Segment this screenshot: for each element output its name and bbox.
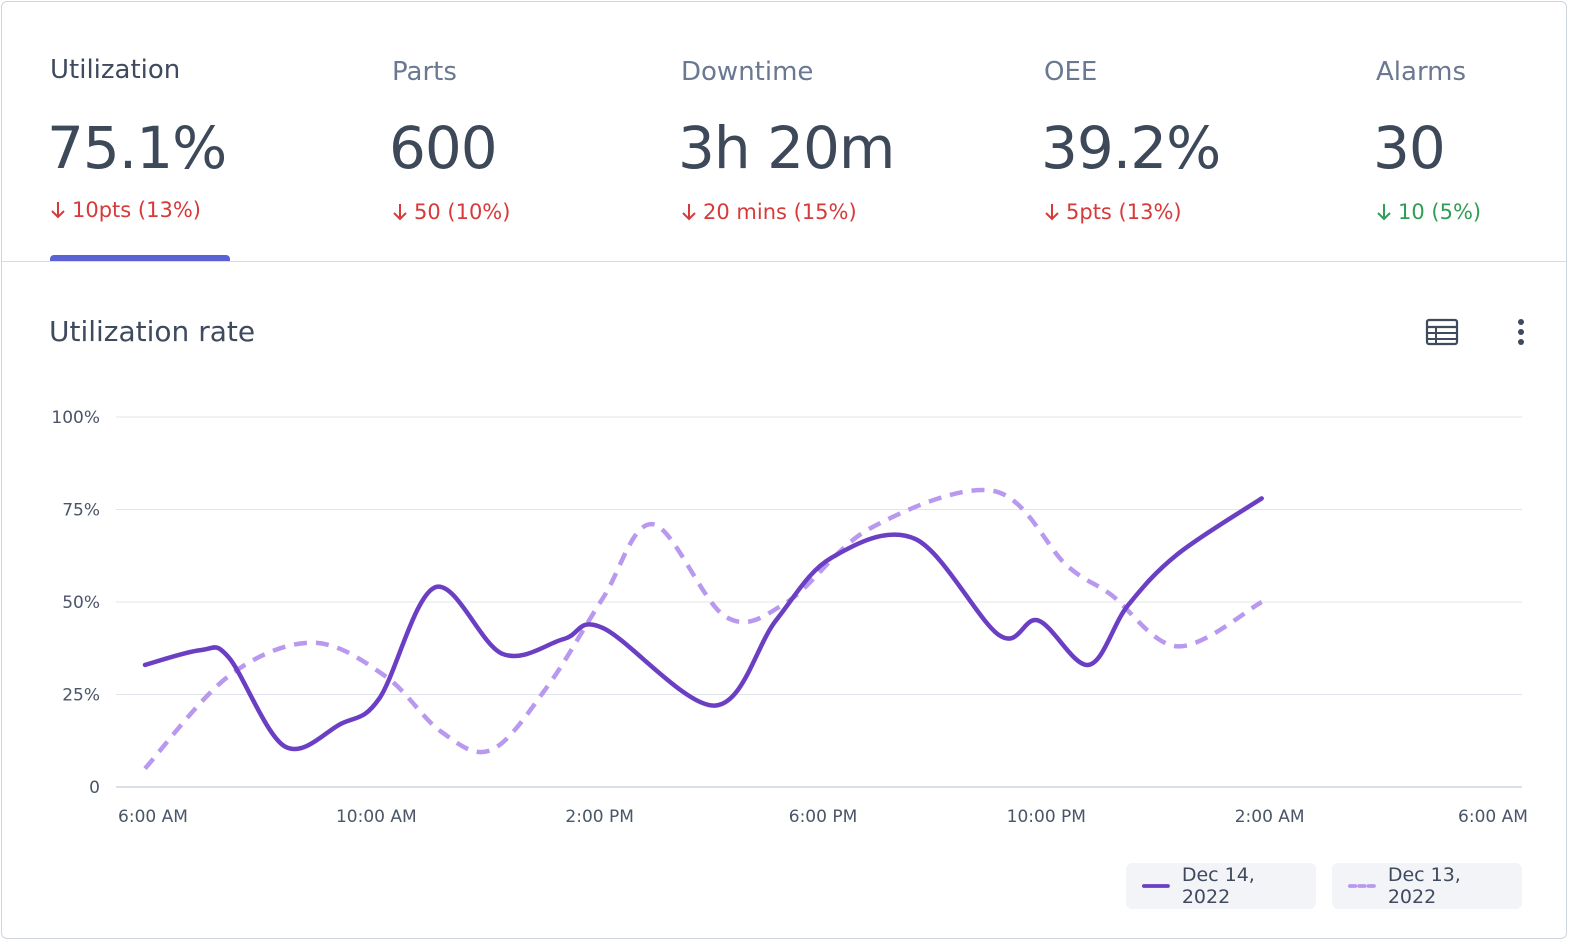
- kpi-delta: 50 (10%): [392, 200, 510, 224]
- x-tick-label: 6:00 AM: [1458, 807, 1528, 827]
- kpi-value: 75.1%: [47, 114, 227, 182]
- series-line-dec-14: [142, 496, 1264, 752]
- x-tick-label: 6:00 AM: [118, 807, 188, 827]
- kpi-value: 39.2%: [1041, 114, 1221, 182]
- kpi-delta-text: 50 (10%): [414, 200, 511, 224]
- y-tick-label: 25%: [62, 686, 100, 706]
- more-options-button[interactable]: [1501, 312, 1541, 352]
- kpi-label: OEE: [1044, 57, 1098, 87]
- chart-title: Utilization rate: [49, 315, 256, 348]
- arrow-down-icon: [682, 204, 696, 221]
- table-icon: [1425, 318, 1459, 346]
- kpi-value: 30: [1373, 114, 1446, 182]
- legend-label: Dec 13, 2022: [1387, 864, 1461, 908]
- more-vertical-icon: [1518, 319, 1524, 345]
- series-line-dec-13: [143, 487, 1263, 771]
- x-tick-label: 10:00 PM: [1007, 807, 1086, 827]
- kpi-tab-utilization[interactable]: Utilization 75.1% 10pts (13%): [47, 2, 250, 261]
- legend-solid-line-swatch: [1142, 884, 1170, 888]
- kpi-delta: 5pts (13%): [1044, 200, 1182, 224]
- kpi-tabs: Utilization 75.1% 10pts (13%) Parts 600 …: [2, 2, 1566, 262]
- arrow-down-icon: [393, 204, 407, 221]
- kpi-delta-text: 20 mins (15%): [703, 200, 857, 224]
- kpi-tab-downtime[interactable]: Downtime 3h 20m 20 mins (15%): [678, 2, 941, 261]
- arrow-down-icon: [1045, 204, 1059, 221]
- active-tab-indicator: [50, 255, 230, 261]
- kpi-delta: 10pts (13%): [50, 198, 201, 222]
- utilization-card: Utilization 75.1% 10pts (13%) Parts 600 …: [1, 1, 1567, 939]
- kpi-label: Parts: [392, 57, 457, 87]
- y-tick-label: 75%: [62, 501, 100, 521]
- kpi-tab-oee[interactable]: OEE 39.2% 5pts (13%): [1041, 2, 1264, 261]
- y-tick-label: 100%: [51, 408, 100, 428]
- x-tick-label: 6:00 PM: [789, 807, 858, 827]
- legend-dashed-line-swatch: [1348, 884, 1376, 888]
- kpi-label: Downtime: [681, 57, 814, 87]
- kpi-label: Utilization: [50, 55, 181, 85]
- kpi-delta: 20 mins (15%): [681, 200, 857, 224]
- kpi-label: Alarms: [1376, 57, 1467, 87]
- y-tick-label: 50%: [62, 593, 100, 613]
- kpi-delta-text: 10pts (13%): [72, 198, 201, 222]
- kpi-delta: 10 (5%): [1376, 200, 1481, 224]
- legend-item-dec-13[interactable]: Dec 13, 2022: [1332, 863, 1522, 909]
- kpi-delta-text: 5pts (13%): [1066, 200, 1182, 224]
- arrow-down-icon: [51, 202, 65, 219]
- kpi-tab-alarms[interactable]: Alarms 30 10 (5%): [1373, 2, 1536, 261]
- arrow-down-icon: [1377, 204, 1391, 221]
- x-tick-label: 2:00 PM: [565, 807, 634, 827]
- kpi-tab-parts[interactable]: Parts 600 50 (10%): [389, 2, 592, 261]
- legend-label: Dec 14, 2022: [1181, 864, 1255, 908]
- legend-item-dec-14[interactable]: Dec 14, 2022: [1126, 863, 1316, 909]
- utilization-line-chart: 0 25% 50% 75% 100% 6:00 AM 10:00 AM 2:00 PM 6:00…: [51, 408, 1528, 827]
- kpi-value: 600: [389, 114, 498, 182]
- y-tick-label: 0: [89, 778, 100, 798]
- x-tick-label: 10:00 AM: [336, 807, 417, 827]
- x-tick-label: 2:00 AM: [1235, 807, 1305, 827]
- kpi-delta-text: 10 (5%): [1398, 200, 1482, 224]
- table-view-button[interactable]: [1422, 312, 1462, 352]
- kpi-value: 3h 20m: [678, 114, 895, 182]
